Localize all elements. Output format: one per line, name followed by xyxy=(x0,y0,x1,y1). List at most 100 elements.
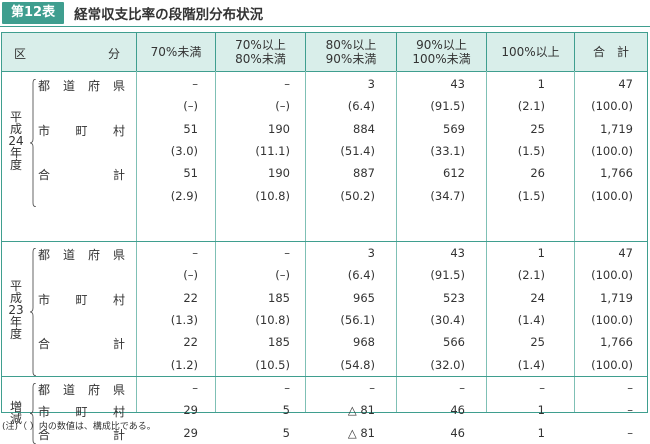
row-label-char: 町 xyxy=(75,292,88,307)
column-header-line: 合 計 xyxy=(592,45,629,59)
row-label: 市町村 xyxy=(38,122,125,138)
table-number-badge: 第12表 xyxy=(2,2,65,24)
table-cell: 185 xyxy=(268,335,290,350)
row-label: 市町村 xyxy=(38,291,125,307)
table-cell: – xyxy=(627,425,633,440)
row-label-char: 道 xyxy=(62,383,75,397)
table-cell: (6.4) xyxy=(347,99,375,114)
table-cell: 190 xyxy=(268,166,290,181)
column-header-4: 90%以上 100%未満 xyxy=(396,33,486,71)
group-label-char: 度 xyxy=(9,158,22,173)
table-cell: – xyxy=(192,246,198,260)
row-label-char: 県 xyxy=(112,79,125,93)
table-cell: (34.7) xyxy=(430,188,465,203)
table-cell: – xyxy=(284,77,290,91)
row-label-char: 合 xyxy=(38,168,51,183)
column-header-line: 80%以上 xyxy=(325,38,377,52)
row-label: 都道府県 xyxy=(38,246,125,262)
table-cell: – xyxy=(459,381,465,395)
table-head: 区 分 70%未満 70%以上 80%未満 80%以上 90%未満 90%以上 100%未満… xyxy=(2,33,647,72)
table-cell: – xyxy=(284,381,290,395)
table-title: 経常収支比率の段階別分布状況 xyxy=(74,7,264,23)
group-separator xyxy=(2,376,647,377)
table-cell: 523 xyxy=(443,290,465,305)
table-cell: 47 xyxy=(618,246,633,260)
brace-icon xyxy=(29,383,37,444)
table-cell: (33.1) xyxy=(430,143,465,158)
table-cell: 965 xyxy=(353,290,375,305)
row-label-char: 府 xyxy=(87,79,100,93)
table-cell: 1,766 xyxy=(600,166,633,181)
column-header-line: 100%以上 xyxy=(501,45,560,59)
group-label-char: 平 xyxy=(9,110,22,125)
table-cell: 25 xyxy=(530,121,545,136)
column-header-line: 80%未満 xyxy=(235,52,286,66)
table-cell: 29 xyxy=(183,403,198,418)
row-label-char: 村 xyxy=(112,123,125,138)
table-cell: (10.8) xyxy=(255,188,290,203)
row-label: 合計 xyxy=(38,166,125,183)
table-cell: 5 xyxy=(282,425,290,440)
table-cell: (3.0) xyxy=(170,143,198,158)
table-cell: (100.0) xyxy=(591,357,633,372)
table-cell: 24 xyxy=(530,290,545,305)
column-header-line: 70%以上 xyxy=(235,38,286,52)
table-cell: 43 xyxy=(450,77,465,91)
table-cell: △ 81 xyxy=(347,425,375,440)
row-label-char: 町 xyxy=(75,405,88,420)
table-cell: (54.8) xyxy=(340,357,375,372)
table-cell: (–) xyxy=(183,268,198,283)
group-separator xyxy=(2,241,647,242)
table-cell: – xyxy=(192,381,198,395)
row-label-char: 合 xyxy=(38,337,51,352)
table-cell: (51.4) xyxy=(340,143,375,158)
group-label-char: 減 xyxy=(9,412,22,427)
kubun-header-right: 分 xyxy=(108,47,121,61)
row-label-char: 県 xyxy=(112,383,125,397)
row-label-char: 都 xyxy=(38,248,51,262)
table-cell: (–) xyxy=(183,99,198,114)
row-label-char: 道 xyxy=(62,79,75,93)
table-cell: 569 xyxy=(443,121,465,136)
row-label-char: 村 xyxy=(112,292,125,307)
group-label-char: 増 xyxy=(9,400,22,415)
table-cell: – xyxy=(539,381,545,395)
table-cell: (91.5) xyxy=(430,99,465,114)
row-label: 都道府県 xyxy=(38,77,125,93)
table-cell: (1.5) xyxy=(517,143,545,158)
table-cell: (100.0) xyxy=(591,312,633,327)
table-cell: 968 xyxy=(353,335,375,350)
group-label-char: 平 xyxy=(9,279,22,294)
row-label-char: 計 xyxy=(112,168,125,183)
row-label-char: 道 xyxy=(62,248,75,262)
table-cell: (–) xyxy=(275,99,290,114)
distribution-table: 区 分 70%未満 70%以上 80%未満 80%以上 90%未満 90%以上 100%未満… xyxy=(1,32,648,444)
table-cell: (2.1) xyxy=(517,268,545,283)
table-cell: 46 xyxy=(450,425,465,440)
row-label-char: 市 xyxy=(38,292,51,307)
table-cell: △ 81 xyxy=(347,403,375,418)
table-cell: 566 xyxy=(443,335,465,350)
group-label-char: 24 xyxy=(8,134,24,149)
group-label-char: 年 xyxy=(9,315,22,330)
table-cell: (10.8) xyxy=(255,312,290,327)
column-header-2: 70%以上 80%未満 xyxy=(215,33,305,71)
table-cell: (30.4) xyxy=(430,312,465,327)
kubun-header: 区 分 xyxy=(2,33,136,71)
table-cell: 1 xyxy=(537,246,545,260)
table-cell: 185 xyxy=(268,290,290,305)
table-cell: 612 xyxy=(443,166,465,181)
group-label: 平成 24 年度 xyxy=(2,111,30,171)
table-cell: 22 xyxy=(183,290,198,305)
table-cell: (6.4) xyxy=(347,268,375,283)
table-cell: (100.0) xyxy=(591,188,633,203)
table-cell: (100.0) xyxy=(591,99,633,114)
table-cell: 1 xyxy=(537,425,545,440)
row-label: 都道府県 xyxy=(38,381,125,397)
table-cell: (1.3) xyxy=(170,312,198,327)
table-cell: (2.9) xyxy=(170,188,198,203)
column-header-line: 90%以上 xyxy=(416,38,467,52)
table-cell: – xyxy=(369,381,375,395)
table-cell: 1 xyxy=(537,403,545,418)
column-header-5: 100%以上 xyxy=(486,33,574,71)
